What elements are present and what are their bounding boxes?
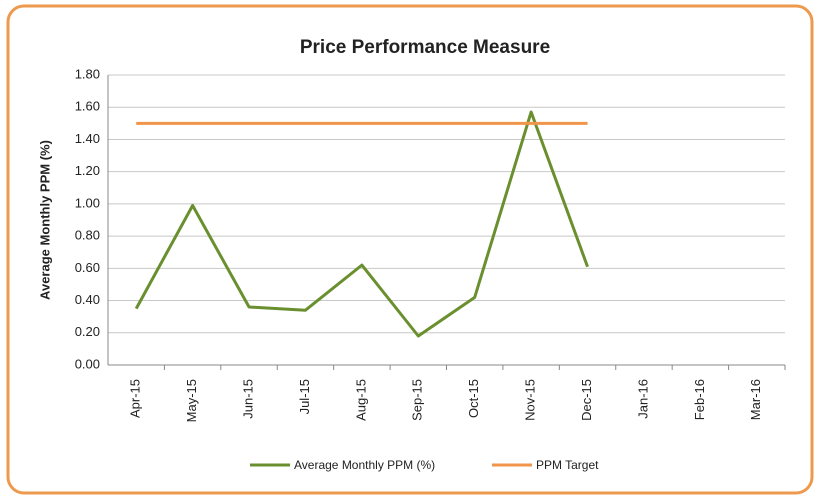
x-tick-label: Aug-15 xyxy=(353,379,368,421)
x-tick-label: Jan-16 xyxy=(635,379,650,419)
y-tick-label: 1.40 xyxy=(75,131,100,146)
y-tick-label: 1.80 xyxy=(75,66,100,81)
y-tick-label: 0.20 xyxy=(75,324,100,339)
x-tick-label: May-15 xyxy=(184,379,199,422)
y-tick-label: 1.60 xyxy=(75,99,100,114)
x-tick-label: Apr-15 xyxy=(128,379,143,418)
legend-label: Average Monthly PPM (%) xyxy=(294,458,435,472)
x-tick-label: Mar-16 xyxy=(748,379,763,420)
series-line xyxy=(134,110,589,338)
y-tick-label: 0.40 xyxy=(75,292,100,307)
x-tick-label: Feb-16 xyxy=(692,379,707,420)
x-tick-label: Nov-15 xyxy=(523,379,538,421)
chart-title: Price Performance Measure xyxy=(300,37,550,58)
y-tick-label: 0.80 xyxy=(75,228,100,243)
y-tick-label: 0.60 xyxy=(75,260,100,275)
y-tick-label: 0.00 xyxy=(75,356,100,371)
y-axis-label: Average Monthly PPM (%) xyxy=(37,140,52,300)
y-tick-label: 1.00 xyxy=(75,195,100,210)
x-tick-label: Jul-15 xyxy=(297,379,312,414)
x-tick-label: Dec-15 xyxy=(579,379,594,421)
x-tick-label: Jun-15 xyxy=(240,379,255,419)
chart-frame xyxy=(6,4,814,495)
legend-label: PPM Target xyxy=(536,458,599,472)
y-tick-label: 1.20 xyxy=(75,163,100,178)
x-tick-label: Sep-15 xyxy=(410,379,425,421)
x-tick-label: Oct-15 xyxy=(466,379,481,418)
